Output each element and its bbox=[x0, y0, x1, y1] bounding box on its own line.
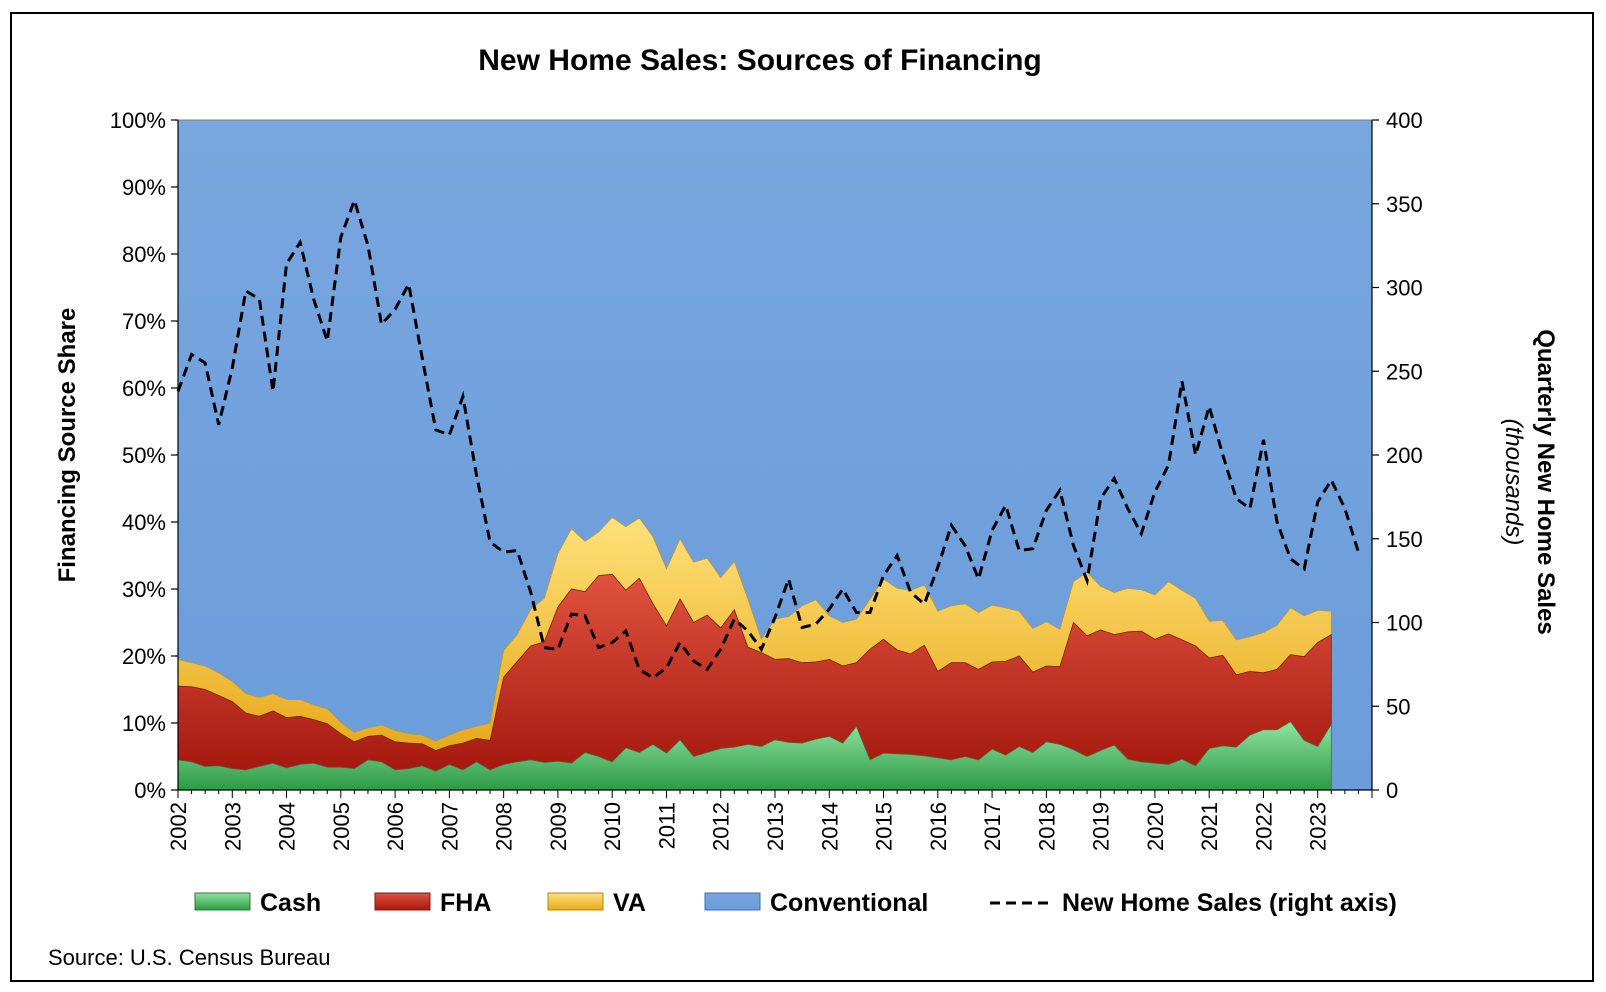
x-axis-tick-label: 2015 bbox=[872, 802, 897, 851]
right-axis-tick-label: 400 bbox=[1386, 108, 1423, 133]
legend-swatch-fha bbox=[374, 892, 431, 911]
right-axis-tick-label: 100 bbox=[1386, 611, 1423, 636]
x-axis-tick-label: 2019 bbox=[1089, 802, 1114, 851]
x-axis-tick-label: 2016 bbox=[926, 802, 951, 851]
x-axis-tick-label: 2021 bbox=[1197, 802, 1222, 851]
x-axis-tick-label: 2020 bbox=[1143, 802, 1168, 851]
left-axis-tick-label: 30% bbox=[122, 577, 166, 602]
x-axis-tick-label: 2003 bbox=[220, 802, 245, 851]
x-axis-tick-label: 2008 bbox=[492, 802, 517, 851]
legend-swatch-conventional bbox=[704, 892, 761, 911]
right-axis-title: Quarterly New Home Sales bbox=[1532, 329, 1559, 634]
legend-swatch-va bbox=[547, 892, 604, 911]
left-axis-tick-label: 50% bbox=[122, 443, 166, 468]
left-axis-tick-label: 100% bbox=[110, 108, 166, 133]
legend-label-va: VA bbox=[613, 889, 646, 917]
source-note: Source: U.S. Census Bureau bbox=[48, 945, 330, 970]
chart-title: New Home Sales: Sources of Financing bbox=[478, 44, 1041, 77]
x-axis-tick-label: 2009 bbox=[546, 802, 571, 851]
left-axis-tick-label: 10% bbox=[122, 711, 166, 736]
left-axis: 0% 10% 20% 30% 40% 50% 60% 70% 80% 90% 100% bbox=[110, 108, 179, 803]
left-axis-tick-label: 40% bbox=[122, 510, 166, 535]
right-axis: 0 50 100 150 200 250 300 350 400 bbox=[1371, 108, 1423, 803]
x-axis-tick-label: 2017 bbox=[980, 802, 1005, 851]
x-axis-tick-label: 2022 bbox=[1251, 802, 1276, 851]
right-axis-tick-label: 50 bbox=[1386, 694, 1410, 719]
x-axis-tick-label: 2014 bbox=[817, 802, 842, 851]
left-axis-tick-label: 60% bbox=[122, 376, 166, 401]
right-axis-tick-label: 350 bbox=[1386, 192, 1423, 217]
x-axis-tick-label: 2004 bbox=[275, 802, 300, 851]
plot-area bbox=[176, 119, 1373, 791]
right-axis-unit: (thousands) bbox=[1500, 419, 1527, 546]
left-axis-tick-label: 80% bbox=[122, 242, 166, 267]
x-axis-tick-label: 2013 bbox=[763, 802, 788, 851]
line-new-home-sales bbox=[176, 195, 1360, 680]
x-axis-tick-label: 2023 bbox=[1306, 802, 1331, 851]
left-axis-tick-label: 90% bbox=[122, 175, 166, 200]
x-axis-tick-label: 2002 bbox=[166, 802, 191, 851]
left-axis-tick-label: 0% bbox=[134, 778, 166, 803]
x-axis-tick-label: 2006 bbox=[383, 802, 408, 851]
right-axis-tick-label: 150 bbox=[1386, 527, 1423, 552]
legend: Cash FHA VA Conventional New Home Sales … bbox=[194, 889, 1397, 917]
x-axis-tick-label: 2012 bbox=[709, 802, 734, 851]
right-axis-tick-label: 300 bbox=[1386, 276, 1423, 301]
x-axis-tick-label: 2007 bbox=[437, 802, 462, 851]
x-axis-tick-label: 2005 bbox=[329, 802, 354, 851]
x-axis: 2002 2003 2004 2005 2006 2007 2008 2009 2010 2011… bbox=[166, 789, 1373, 851]
right-axis-tick-label: 200 bbox=[1386, 443, 1423, 468]
x-axis-tick-label: 2018 bbox=[1034, 802, 1059, 851]
x-axis-tick-label: 2010 bbox=[600, 802, 625, 851]
legend-swatch-cash bbox=[194, 892, 251, 911]
legend-label-cash: Cash bbox=[260, 889, 321, 917]
left-axis-tick-label: 20% bbox=[122, 644, 166, 669]
left-axis-tick-label: 70% bbox=[122, 309, 166, 334]
legend-label-conventional: Conventional bbox=[770, 889, 928, 917]
legend-label-fha: FHA bbox=[440, 889, 491, 917]
legend-label-sales: New Home Sales (right axis) bbox=[1062, 889, 1397, 917]
right-axis-tick-label: 0 bbox=[1386, 778, 1398, 803]
right-axis-tick-label: 250 bbox=[1386, 359, 1423, 384]
x-axis-tick-label: 2011 bbox=[654, 802, 679, 849]
left-axis-title: Financing Source Share bbox=[54, 308, 81, 583]
